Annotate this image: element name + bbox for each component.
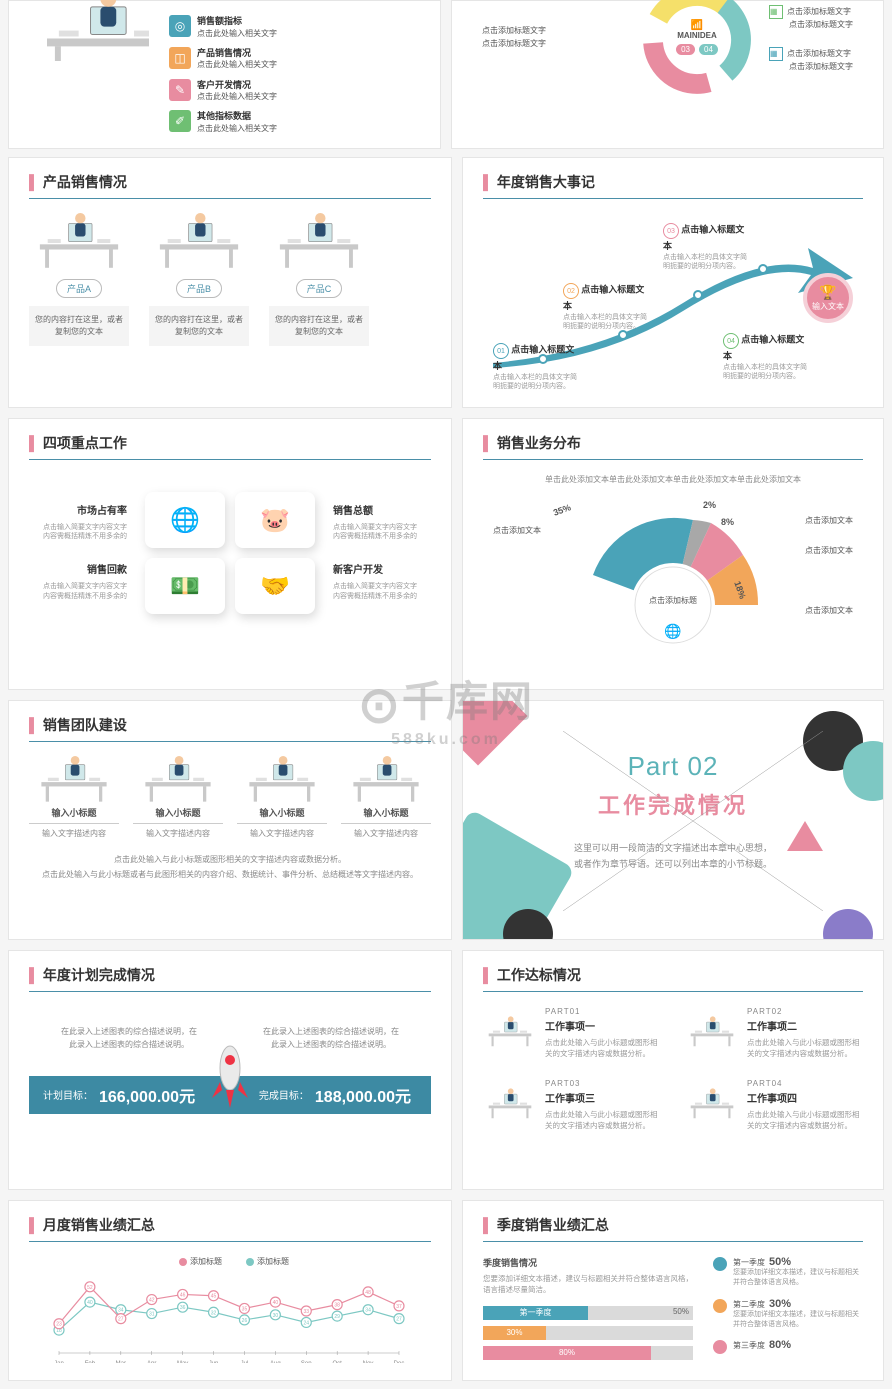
svg-text:27: 27 xyxy=(396,1317,402,1323)
svg-text:Aug: Aug xyxy=(270,1361,281,1363)
indicator-item: ✎ 客户开发情况点击此处输入相关文字 xyxy=(169,79,289,103)
slide-focus: 四项重点工作 市场占有率 点击输入简要文字内容文字内容需概括精炼不用多余的 销售… xyxy=(8,418,452,690)
team-item: 输入小标题输入文字描述内容 xyxy=(29,756,119,839)
work-item: PART02工作事项二点击此处输入与此小标题或图形相关的文字描述内容或数据分析。 xyxy=(685,1006,863,1060)
svg-text:34: 34 xyxy=(118,1308,124,1314)
slide-products: 产品销售情况 产品A 您的内容打在这里，或者复制您的文本 产品B 您的内容打在这… xyxy=(8,157,452,408)
svg-text:23: 23 xyxy=(56,1322,62,1328)
svg-text:Apr: Apr xyxy=(147,1361,156,1363)
slide-part02: Part 02 工作完成情况 这里可以用一段简洁的文字描述出本章中心思想， 或者… xyxy=(462,700,884,940)
svg-text:24: 24 xyxy=(303,1321,309,1327)
title: 季度销售业绩汇总 xyxy=(483,1215,863,1242)
title: 产品销售情况 xyxy=(29,172,431,199)
title: 销售业务分布 xyxy=(483,433,863,460)
title: 年度销售大事记 xyxy=(483,172,863,199)
plan-amount: 166,000.00元 xyxy=(99,1083,195,1107)
end-badge: 🏆 输入文本 xyxy=(803,273,853,323)
svg-text:Jun: Jun xyxy=(209,1361,219,1363)
svg-text:May: May xyxy=(177,1361,188,1363)
svg-text:Sep: Sep xyxy=(301,1361,312,1363)
product-card: 产品A 您的内容打在这里，或者复制您的文本 xyxy=(29,213,129,346)
svg-text:45: 45 xyxy=(211,1294,217,1300)
title: 月度销售业绩汇总 xyxy=(29,1215,431,1242)
svg-text:37: 37 xyxy=(396,1304,402,1310)
work-item: PART03工作事项三点击此处输入与此小标题或图形相关的文字描述内容或数据分析。 xyxy=(483,1078,661,1132)
svg-text:27: 27 xyxy=(118,1317,124,1323)
svg-text:Nov: Nov xyxy=(363,1361,374,1363)
indicator-item: ◎ 销售额指标点击此处输入相关文字 xyxy=(169,15,289,39)
slide-team: 销售团队建设 输入小标题输入文字描述内容 输入小标题输入文字描述内容 输入小标题… xyxy=(8,700,452,940)
svg-text:42: 42 xyxy=(149,1298,155,1304)
title: 年度计划完成情况 xyxy=(29,965,431,992)
slide-distribution: 销售业务分布 单击此处添加文本单击此处添加文本单击此处添加文本单击此处添加文本 … xyxy=(462,418,884,690)
svg-text:48: 48 xyxy=(365,1290,371,1296)
svg-text:Jul: Jul xyxy=(241,1361,249,1363)
slide-indicators: ◎ 销售额指标点击此处输入相关文字 ◫ 产品销售情况点击此处输入相关文字 ✎ 客… xyxy=(8,0,441,149)
svg-text:26: 26 xyxy=(242,1318,248,1324)
indicator-item: ◫ 产品销售情况点击此处输入相关文字 xyxy=(169,47,289,71)
work-item: PART01工作事项一点击此处输入与此小标题或图形相关的文字描述内容或数据分析。 xyxy=(483,1006,661,1060)
focus-card: 💵 xyxy=(145,558,225,614)
svg-text:52: 52 xyxy=(87,1285,93,1291)
svg-text:32: 32 xyxy=(211,1310,217,1316)
work-item: PART04工作事项四点击此处输入与此小标题或图形相关的文字描述内容或数据分析。 xyxy=(685,1078,863,1132)
svg-text:46: 46 xyxy=(180,1293,186,1299)
team-item: 输入小标题输入文字描述内容 xyxy=(237,756,327,839)
svg-text:30: 30 xyxy=(273,1313,279,1319)
svg-text:36: 36 xyxy=(180,1305,186,1311)
done-amount: 188,000.00元 xyxy=(315,1083,411,1107)
mainidea-label: MAINIDEA xyxy=(667,31,727,40)
svg-text:40: 40 xyxy=(273,1300,279,1306)
svg-text:35: 35 xyxy=(242,1307,248,1313)
slide-timeline: 年度销售大事记 🏆 输入文本 01 点击输入标题文本 点击输入本栏的具体文字简明… xyxy=(462,157,884,408)
indicator-item: ✐ 其他指标数据点击此处输入相关文字 xyxy=(169,110,289,134)
svg-text:Oct: Oct xyxy=(333,1361,343,1363)
svg-text:40: 40 xyxy=(87,1300,93,1306)
quarter-item: 第三季度80% xyxy=(713,1339,863,1354)
svg-text:34: 34 xyxy=(365,1308,371,1314)
team-item: 输入小标题输入文字描述内容 xyxy=(341,756,431,839)
title: 销售团队建设 xyxy=(29,715,431,742)
focus-card: 🌐 xyxy=(145,492,225,548)
title: 四项重点工作 xyxy=(29,433,431,460)
product-card: 产品C 您的内容打在这里，或者复制您的文本 xyxy=(269,213,369,346)
product-card: 产品B 您的内容打在这里，或者复制您的文本 xyxy=(149,213,249,346)
slide-mainidea: 📶 MAINIDEA 03 04 点击添加标题文字 点击添加标题文字 ▦点击添加… xyxy=(451,0,884,149)
team-item: 输入小标题输入文字描述内容 xyxy=(133,756,223,839)
slide-annual-plan: 年度计划完成情况 在此录入上述图表的综合描述说明，在此录入上述图表的综合描述说明… xyxy=(8,950,452,1190)
svg-text:Mar: Mar xyxy=(116,1361,126,1363)
svg-text:29: 29 xyxy=(334,1314,340,1320)
focus-card: 🤝 xyxy=(235,558,315,614)
svg-text:33: 33 xyxy=(303,1309,309,1315)
slide-monthly: 月度销售业绩汇总 添加标题添加标题 JanFebMarAprMayJunJulA… xyxy=(8,1200,452,1381)
svg-text:Feb: Feb xyxy=(85,1361,96,1363)
slide-quarterly: 季度销售业绩汇总 季度销售情况 您要添加详细文本描述，建议与标题相关并符合整体语… xyxy=(462,1200,884,1381)
svg-text:Dec: Dec xyxy=(394,1361,405,1363)
focus-card: 🐷 xyxy=(235,492,315,548)
slide-work-standard: 工作达标情况 PART01工作事项一点击此处输入与此小标题或图形相关的文字描述内… xyxy=(462,950,884,1190)
svg-text:38: 38 xyxy=(334,1303,340,1309)
svg-text:Jan: Jan xyxy=(54,1361,64,1363)
title: 工作达标情况 xyxy=(483,965,863,992)
svg-text:31: 31 xyxy=(149,1312,155,1318)
quarter-item: 第二季度30%您要添加详细文本描述，建议与标题相关并符合整体语言风格。 xyxy=(713,1298,863,1330)
quarter-item: 第一季度50%您要添加详细文本描述，建议与标题相关并符合整体语言风格。 xyxy=(713,1256,863,1288)
